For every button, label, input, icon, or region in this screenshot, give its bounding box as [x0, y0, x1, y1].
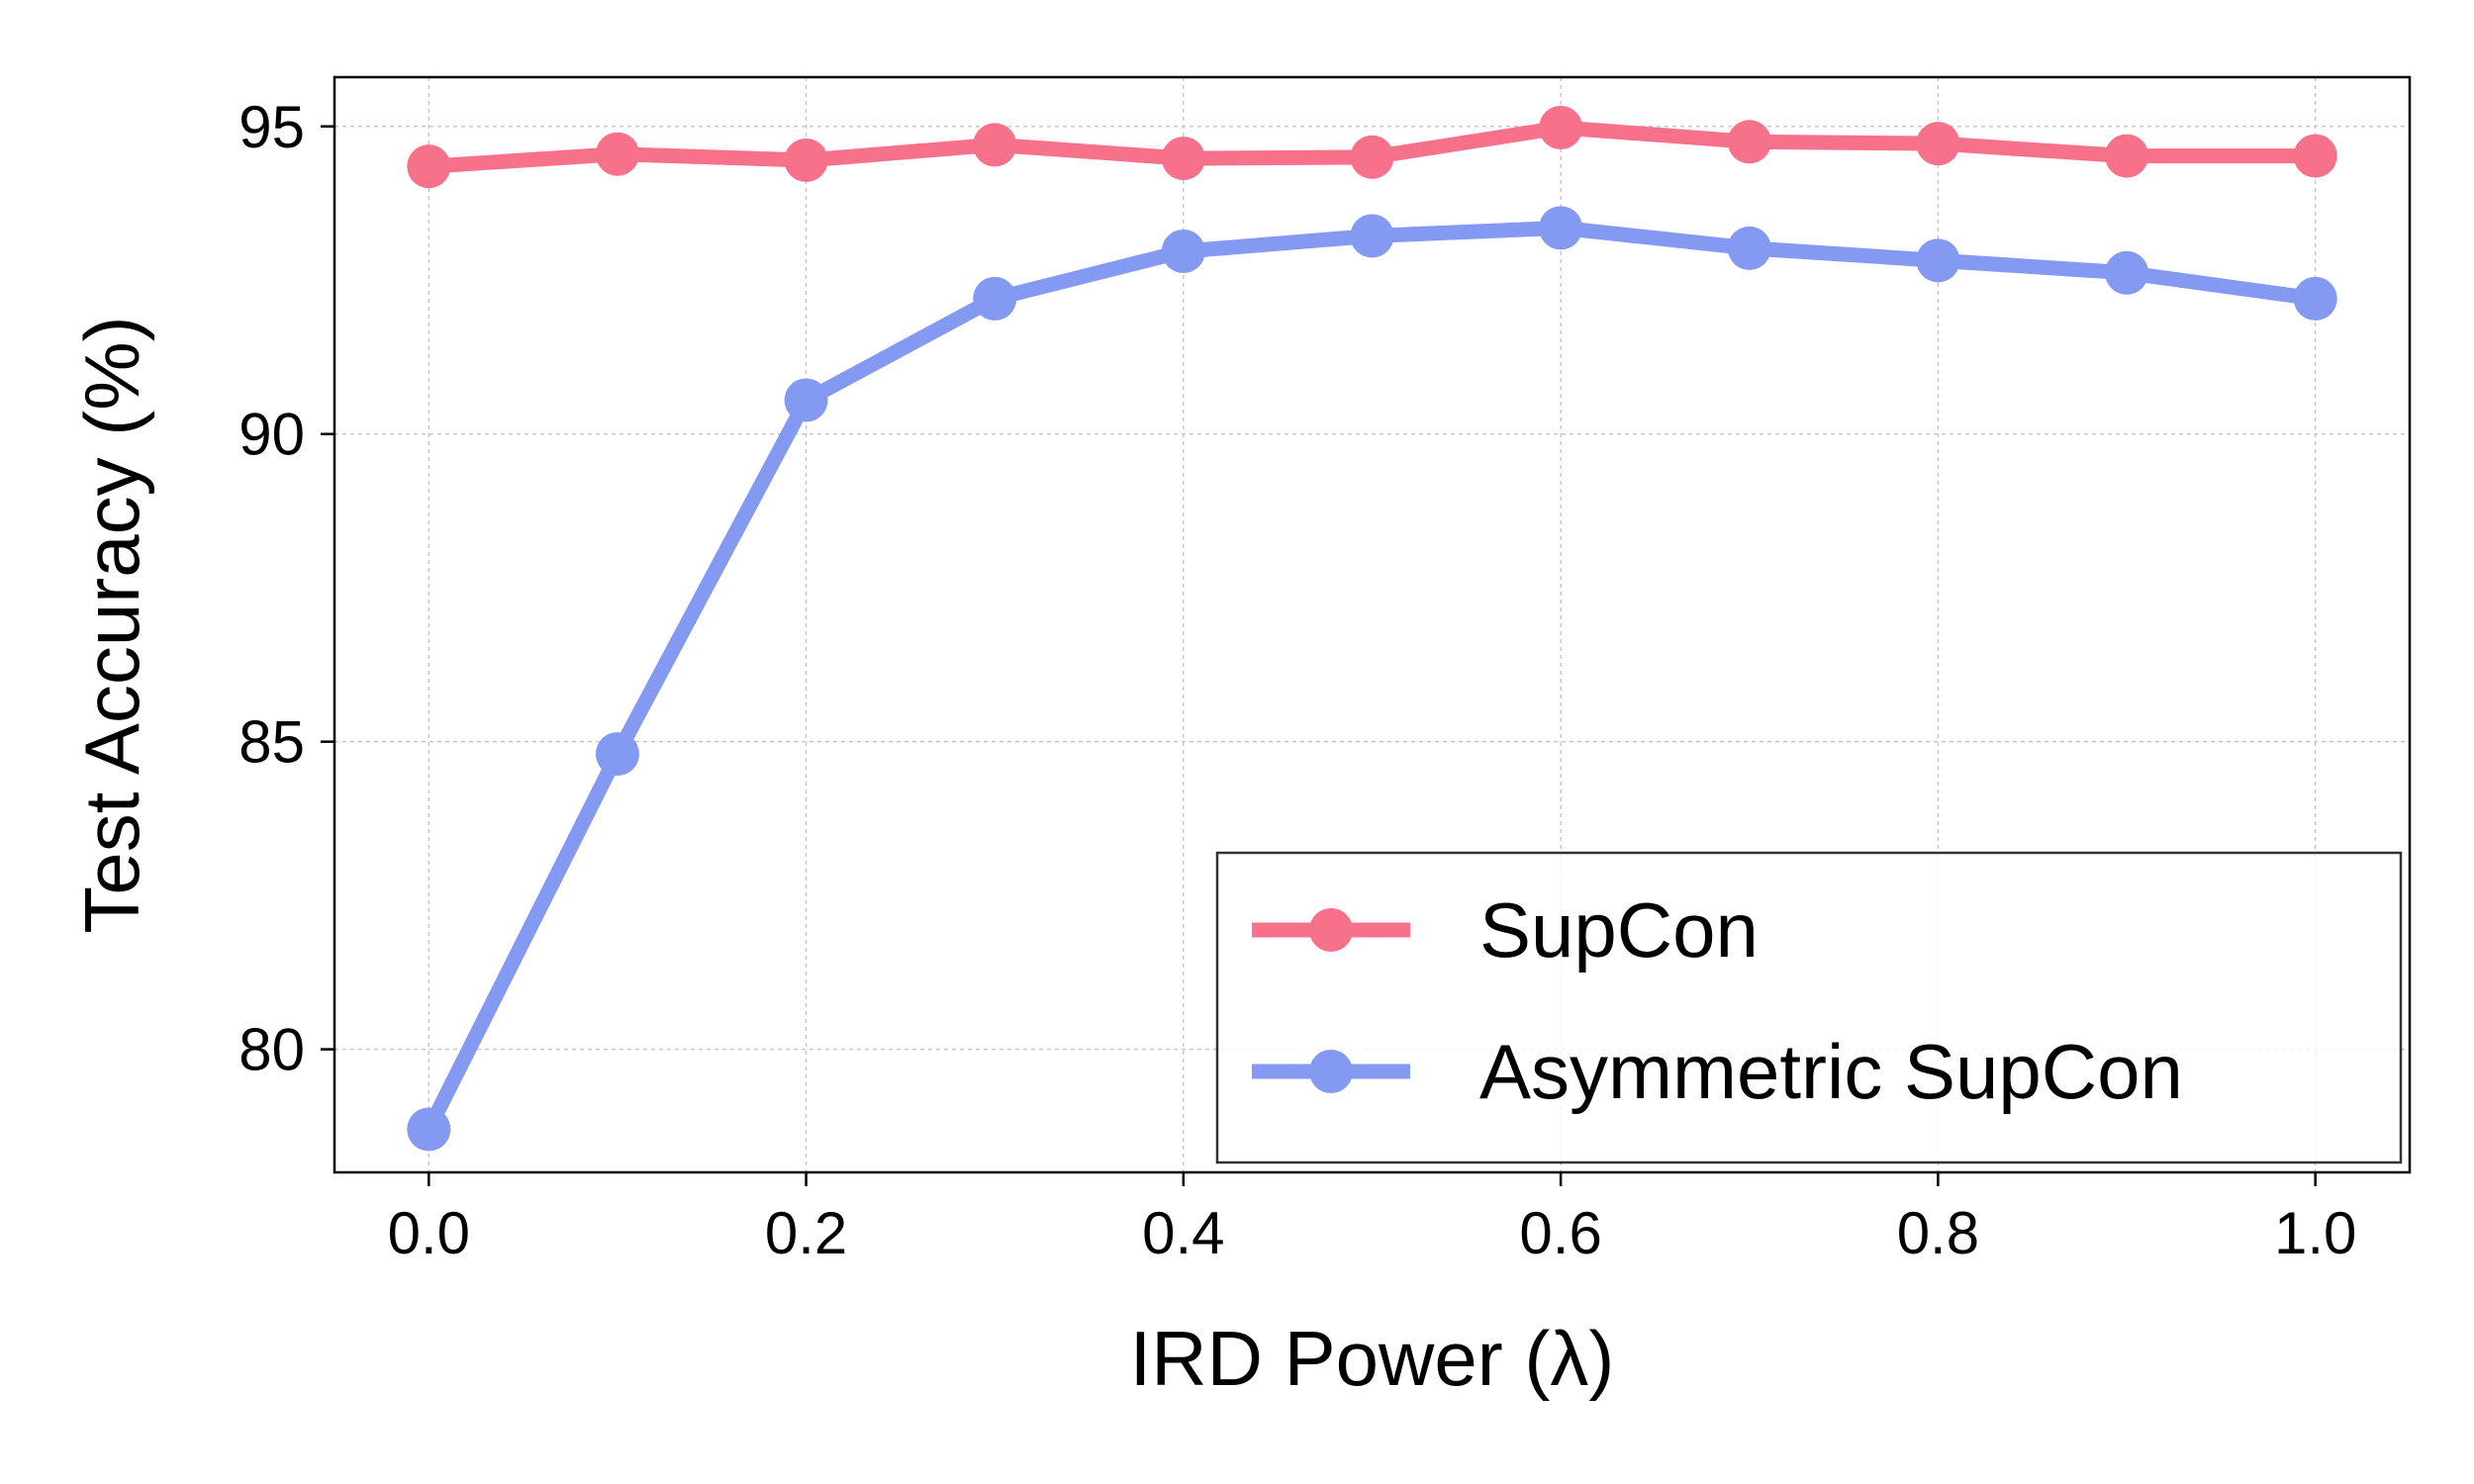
data-point [2293, 276, 2337, 321]
data-point [1161, 137, 1205, 181]
data-point [1727, 226, 1771, 270]
plot-area-frame [333, 75, 2412, 1174]
data-point [2105, 250, 2149, 295]
legend-swatch-marker-1 [1309, 1050, 1353, 1093]
y-tick-label: 80 [238, 1017, 305, 1083]
series-1 [407, 206, 2337, 1152]
data-point [973, 123, 1017, 167]
data-point [595, 132, 639, 176]
data-point [1161, 230, 1205, 274]
legend-label: Asymmetric SupCon [1479, 1028, 2183, 1115]
series-layer [407, 105, 2337, 1152]
x-tick-label: 0.6 [1519, 1200, 1601, 1266]
data-point [2293, 134, 2337, 178]
data-point [407, 1107, 451, 1152]
data-point [2105, 134, 2149, 178]
data-point [973, 276, 1017, 321]
data-point [1727, 120, 1771, 164]
y-tick-label: 90 [238, 402, 305, 468]
y-axis-label: Test Accuracy (%) [68, 316, 155, 933]
data-point [1916, 238, 1960, 283]
data-point [1539, 206, 1583, 250]
legend-swatch-marker-0 [1309, 908, 1353, 952]
y-tick-label: 85 [238, 709, 305, 776]
legend-frame [1215, 851, 2403, 1164]
legend-entries: SupCon Asymmetric SupCon [1252, 886, 2183, 1115]
x-tick-label: 0.2 [765, 1200, 847, 1266]
x-tick-label: 0.0 [388, 1200, 470, 1266]
legend-label: SupCon [1479, 886, 1759, 974]
data-point [784, 138, 828, 182]
data-point [595, 732, 639, 777]
legend: SupCon Asymmetric SupCon [1215, 851, 2403, 1164]
x-tick-label: 1.0 [2274, 1200, 2356, 1266]
data-point [1350, 135, 1394, 179]
x-axis-label: IRD Power (λ) [1130, 1315, 1615, 1402]
legend-entry-1: Asymmetric SupCon [1252, 1028, 2183, 1115]
legend-entry-0: SupCon [1252, 886, 1759, 974]
x-tick-label: 0.8 [1897, 1200, 1979, 1266]
series-0 [407, 105, 2337, 189]
axis-ticks: 0.0 0.2 0.4 0.6 0.8 1.0 80 85 90 95 [238, 94, 2356, 1266]
y-tick-label: 95 [238, 94, 305, 160]
data-point [1539, 105, 1583, 149]
data-point [784, 378, 828, 422]
x-tick-label: 0.4 [1142, 1200, 1224, 1266]
data-point [407, 144, 451, 189]
data-point [1916, 122, 1960, 166]
data-point [1350, 214, 1394, 258]
